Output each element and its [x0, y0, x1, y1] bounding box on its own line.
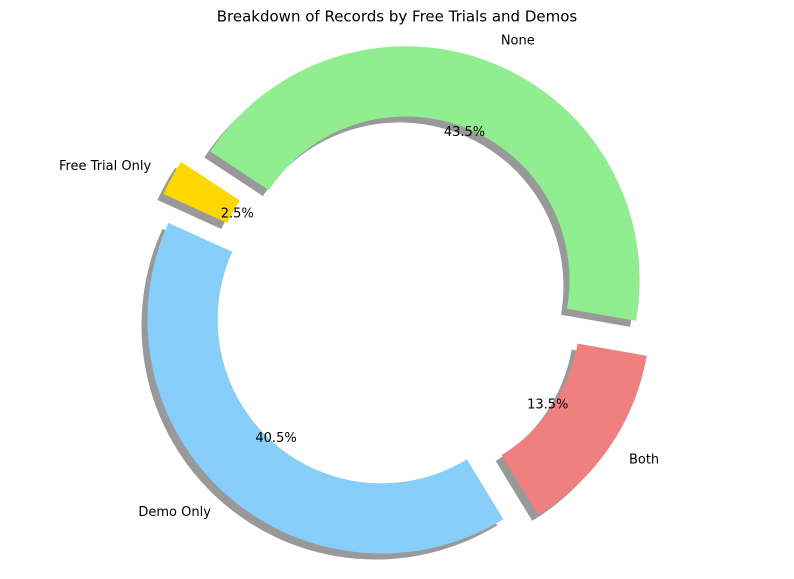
value-label: 2.5% — [221, 206, 254, 221]
wedge — [501, 343, 647, 515]
value-label: 13.5% — [527, 397, 568, 412]
wedge — [163, 161, 240, 224]
value-label: 40.5% — [255, 431, 296, 446]
wedge — [210, 46, 640, 321]
wedge — [147, 222, 504, 554]
category-label: Both — [629, 453, 659, 468]
wedges — [147, 46, 647, 554]
category-label: None — [501, 34, 535, 49]
value-label: 43.5% — [444, 125, 485, 140]
category-label: Demo Only — [138, 505, 211, 520]
chart-title: Breakdown of Records by Free Trials and … — [217, 8, 578, 26]
category-label: Free Trial Only — [59, 159, 152, 174]
